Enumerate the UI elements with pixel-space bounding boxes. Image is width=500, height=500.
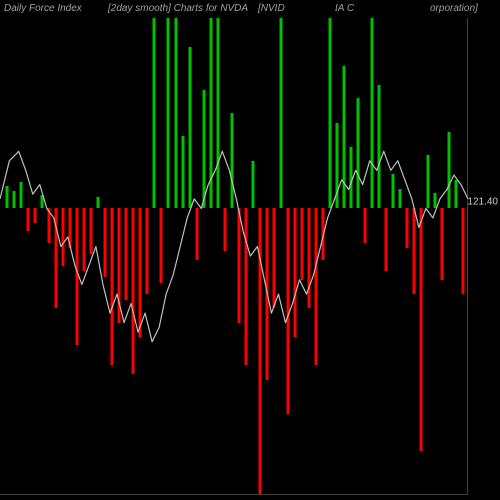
force-bar [230,113,233,208]
force-bar [181,136,184,208]
force-bar [321,208,324,259]
force-bar [385,208,388,271]
force-bar [69,208,72,248]
force-bar [174,18,177,208]
current-price-label: 121.40 [465,195,500,208]
header-label-3: [NVID [258,3,285,14]
force-bar [364,208,367,242]
force-bar [258,208,261,494]
force-bar [216,18,219,208]
force-bar [13,191,16,208]
force-bar [244,208,247,365]
force-bar [448,132,451,208]
header-label-5: orporation] [430,3,478,14]
header-label-2: [2day smooth] Charts for NVDA [108,3,248,14]
force-bar [293,208,296,337]
force-bar [251,161,254,209]
force-bar [139,208,142,337]
force-bar [83,208,86,271]
force-bar [167,18,170,208]
force-bar [392,174,395,208]
force-bar [209,18,212,208]
force-bar [399,189,402,208]
force-bar [427,155,430,208]
force-bar [195,208,198,259]
force-bar [104,208,107,277]
force-index-chart [0,18,468,495]
force-bar [20,182,23,209]
force-bar [146,208,149,294]
chart-header: Daily Force Index [2day smooth] Charts f… [0,3,500,17]
header-label-1: Daily Force Index [4,3,82,14]
force-bar [335,123,338,209]
force-bar [300,208,303,279]
force-bar [34,208,37,222]
force-bar [420,208,423,451]
force-bar [434,193,437,208]
force-bar [48,208,51,242]
price-line-overlay [0,18,468,494]
force-bar [76,208,79,345]
force-bar [342,66,345,209]
force-bar [279,18,282,208]
force-bar [462,208,465,294]
force-bar [118,208,121,322]
force-bar [328,18,331,208]
header-label-4: IA C [335,3,354,14]
force-bar [223,208,226,251]
force-bar [97,197,100,208]
force-bar [237,208,240,322]
force-bar [41,195,44,208]
force-bar [55,208,58,308]
force-bar [272,208,275,308]
force-bar [111,208,114,365]
force-bar [406,208,409,248]
force-bar [455,180,458,209]
force-bar [132,208,135,374]
force-bar [160,208,163,282]
force-bar [413,208,416,294]
force-bar [62,208,65,265]
force-bar [27,208,30,231]
force-bar [307,208,310,308]
force-bar [357,98,360,208]
force-bar [441,208,444,279]
force-bar [188,47,191,209]
force-bar [350,147,353,208]
force-bar [6,186,9,209]
force-bar [125,208,128,299]
force-bar [378,85,381,209]
force-bar [90,208,93,254]
force-bar [371,18,374,208]
force-bar [202,90,205,208]
force-bar [265,208,268,379]
force-bar [314,208,317,365]
force-bar [286,208,289,414]
force-bar [153,18,156,208]
